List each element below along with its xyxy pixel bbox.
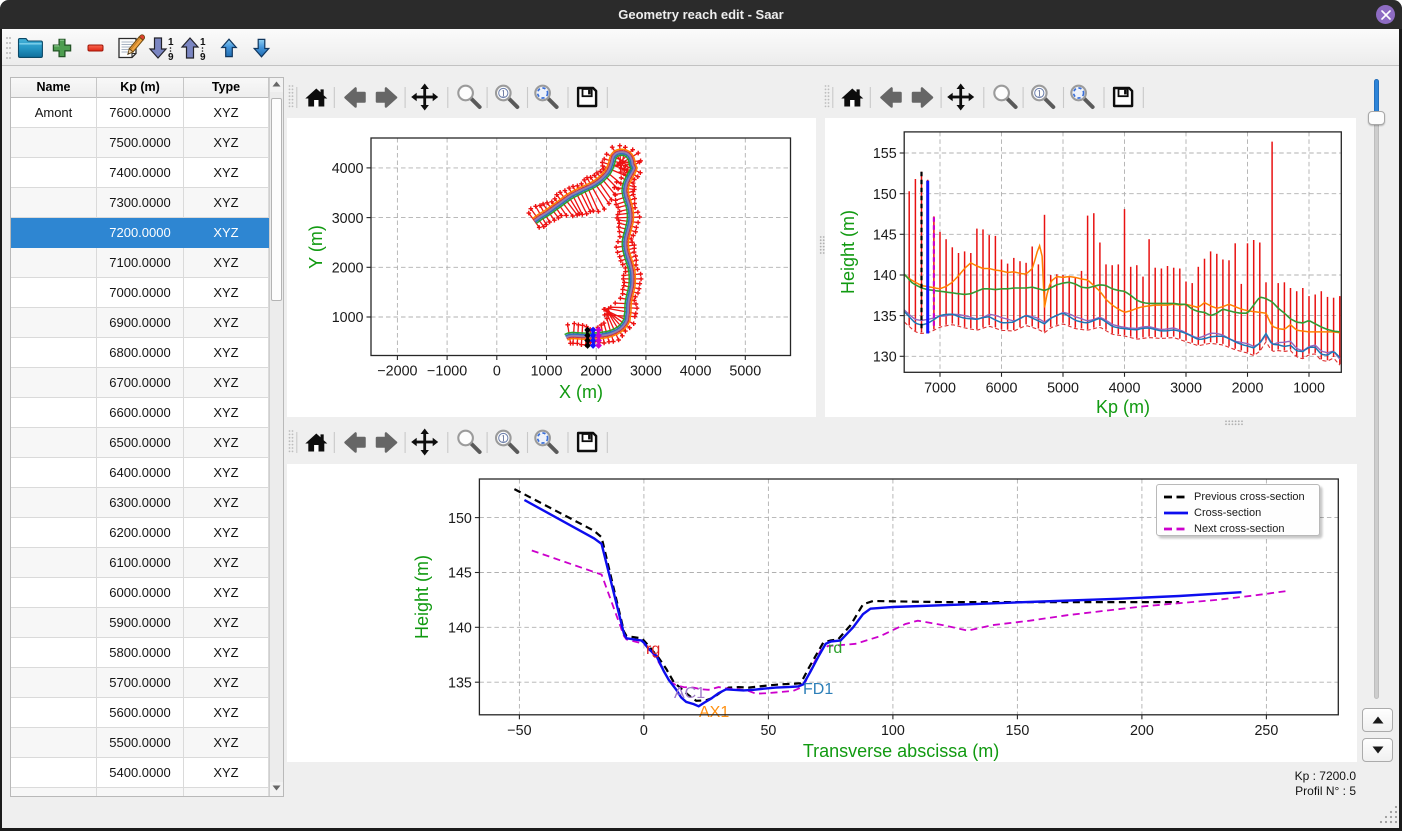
svg-text:1000: 1000 xyxy=(1293,381,1325,397)
svg-text:1: 1 xyxy=(200,37,206,48)
svg-text:140: 140 xyxy=(448,621,472,637)
svg-text:1000: 1000 xyxy=(332,310,364,326)
svg-text:9: 9 xyxy=(200,52,206,63)
svg-text:135: 135 xyxy=(873,309,897,325)
svg-text:250: 250 xyxy=(1254,723,1278,739)
svg-text:4000: 4000 xyxy=(680,364,712,380)
svg-text:AC1: AC1 xyxy=(674,685,705,702)
svg-text:rd: rd xyxy=(828,640,842,657)
svg-text:Height (m): Height (m) xyxy=(838,210,858,294)
svg-text:1000: 1000 xyxy=(531,364,563,380)
svg-text:Transverse abscissa (m): Transverse abscissa (m) xyxy=(803,741,999,761)
svg-text:5000: 5000 xyxy=(729,364,761,380)
svg-text:155: 155 xyxy=(873,146,897,162)
svg-text:3000: 3000 xyxy=(332,211,364,227)
svg-text:7000: 7000 xyxy=(924,381,956,397)
svg-text:−50: −50 xyxy=(507,723,531,739)
svg-text:150: 150 xyxy=(1005,723,1029,739)
svg-text:2000: 2000 xyxy=(580,364,612,380)
svg-text:2000: 2000 xyxy=(1232,381,1264,397)
svg-text:3000: 3000 xyxy=(1170,381,1202,397)
svg-text:140: 140 xyxy=(873,268,897,284)
svg-text:9: 9 xyxy=(168,52,174,63)
svg-text:1: 1 xyxy=(168,37,174,48)
svg-text:FD1: FD1 xyxy=(803,681,833,698)
svg-text:rg: rg xyxy=(646,641,660,658)
svg-text:5000: 5000 xyxy=(1047,381,1079,397)
svg-text:3000: 3000 xyxy=(630,364,662,380)
svg-text:2000: 2000 xyxy=(332,261,364,277)
svg-text:0: 0 xyxy=(640,723,648,739)
svg-text:150: 150 xyxy=(873,187,897,203)
svg-text:145: 145 xyxy=(448,566,472,582)
svg-text:135: 135 xyxy=(448,675,472,691)
svg-text:130: 130 xyxy=(873,350,897,366)
svg-text:145: 145 xyxy=(873,228,897,244)
svg-text:200: 200 xyxy=(1130,723,1154,739)
svg-text:4000: 4000 xyxy=(1109,381,1141,397)
svg-text:150: 150 xyxy=(448,511,472,527)
svg-text:Y (m): Y (m) xyxy=(306,225,326,269)
svg-text:−1000: −1000 xyxy=(427,364,467,380)
svg-text:X (m): X (m) xyxy=(559,382,603,402)
svg-text:AX1: AX1 xyxy=(699,704,729,721)
svg-text:6000: 6000 xyxy=(986,381,1018,397)
svg-text:Height (m): Height (m) xyxy=(412,555,432,639)
svg-text:50: 50 xyxy=(760,723,776,739)
svg-text:4000: 4000 xyxy=(332,161,364,177)
svg-text:0: 0 xyxy=(493,364,501,380)
svg-text:−2000: −2000 xyxy=(377,364,417,380)
svg-text:100: 100 xyxy=(881,723,905,739)
svg-text:Kp (m): Kp (m) xyxy=(1096,397,1150,417)
